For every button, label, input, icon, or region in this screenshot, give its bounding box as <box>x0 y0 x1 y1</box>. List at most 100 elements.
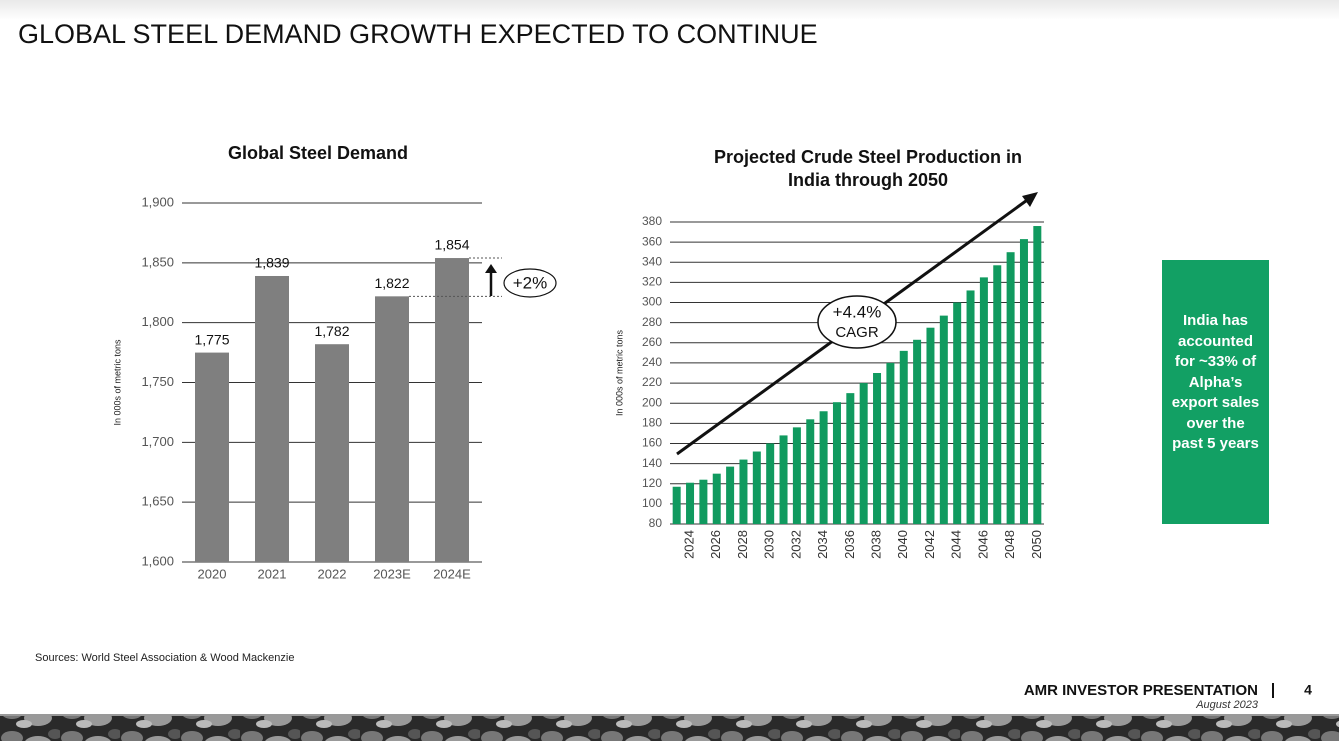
chart-title: Global Steel Demand <box>228 143 408 163</box>
bar <box>979 277 988 524</box>
x-tick-label: 2034 <box>815 530 830 559</box>
growth-arrowhead <box>485 264 497 273</box>
bar <box>832 402 841 524</box>
y-tick-label: 160 <box>642 436 662 450</box>
y-tick-label: 200 <box>642 395 662 409</box>
x-tick-label: 2042 <box>922 530 937 559</box>
bar <box>859 383 868 524</box>
bar <box>886 362 895 524</box>
bar <box>1033 226 1042 524</box>
value-label: 1,822 <box>374 275 409 291</box>
bar <box>766 443 775 524</box>
y-tick-label: 280 <box>642 315 662 329</box>
footer-title: AMR INVESTOR PRESENTATION <box>1024 682 1258 699</box>
y-tick-label: 140 <box>642 456 662 470</box>
bar <box>819 411 828 524</box>
value-label: 1,782 <box>314 323 349 339</box>
sources: Sources: World Steel Association & Wood … <box>35 652 294 664</box>
y-tick-label: 120 <box>642 476 662 490</box>
bar <box>672 486 681 524</box>
y-tick-label: 260 <box>642 335 662 349</box>
y-tick-label: 1,800 <box>141 314 174 329</box>
x-tick-label: 2044 <box>949 530 964 559</box>
annotation-bubble <box>817 295 897 349</box>
x-tick-label: 2030 <box>762 530 777 559</box>
header-band <box>0 0 1339 20</box>
slide-title: GLOBAL STEEL DEMAND GROWTH EXPECTED TO C… <box>18 19 818 49</box>
bar <box>195 352 229 562</box>
bar <box>315 344 349 562</box>
x-tick-label: 2020 <box>198 566 227 581</box>
x-tick-label: 2022 <box>318 566 347 581</box>
bar <box>899 350 908 524</box>
y-tick-label: 360 <box>642 234 662 248</box>
page-number: 4 <box>1304 682 1312 698</box>
x-tick-label: 2046 <box>975 530 990 559</box>
rock-strip <box>0 716 1339 741</box>
footer-date: August 2023 <box>1195 699 1259 711</box>
y-tick-label: 380 <box>642 214 662 228</box>
x-tick-label: 2040 <box>895 530 910 559</box>
x-tick-label: 2024 <box>681 530 696 559</box>
annotation: +4.4% <box>833 302 882 321</box>
y-tick-label: 300 <box>642 295 662 309</box>
annotation-bubble <box>503 268 557 298</box>
bar <box>255 275 289 562</box>
x-tick-label: 2048 <box>1002 530 1017 559</box>
bar <box>712 473 721 524</box>
y-tick-label: 1,600 <box>141 553 174 568</box>
x-tick-label: 2036 <box>842 530 857 559</box>
bar <box>699 479 708 524</box>
bar <box>1019 239 1028 524</box>
bar <box>806 419 815 524</box>
bar <box>846 393 855 524</box>
y-tick-label: 1,850 <box>141 254 174 269</box>
y-tick-label: 220 <box>642 375 662 389</box>
y-tick-label: 1,650 <box>141 494 174 509</box>
bar <box>435 258 469 562</box>
bar <box>686 482 695 524</box>
callout-box: India has accounted for ~33% of Alpha’s … <box>1162 260 1269 524</box>
y-tick-label: 340 <box>642 254 662 268</box>
x-tick-label: 2026 <box>708 530 723 559</box>
value-label: 1,839 <box>254 255 289 271</box>
bar <box>752 451 761 524</box>
trend-arrowhead <box>1022 192 1038 207</box>
y-tick-label: 80 <box>649 516 663 530</box>
value-label: 1,854 <box>434 237 469 253</box>
chart-title: India through 2050 <box>788 170 948 190</box>
bar <box>966 290 975 524</box>
annotation: +2% <box>513 273 548 292</box>
y-tick-label: 100 <box>642 496 662 510</box>
bar <box>913 339 922 524</box>
bar <box>792 427 801 524</box>
x-tick-label: 2024E <box>433 566 471 581</box>
value-label: 1,775 <box>194 331 229 347</box>
bar <box>726 466 735 524</box>
bar <box>993 265 1002 524</box>
x-tick-label: 2038 <box>868 530 883 559</box>
bar <box>953 302 962 524</box>
chart-title: Projected Crude Steel Production in <box>714 147 1022 167</box>
x-tick-label: 2050 <box>1029 530 1044 559</box>
y-tick-label: 320 <box>642 275 662 289</box>
y-tick-label: 180 <box>642 416 662 430</box>
y-tick-label: 1,900 <box>141 194 174 209</box>
y-tick-label: 1,700 <box>141 434 174 449</box>
bar <box>1006 252 1015 524</box>
y-axis-label: In 000s of metric tons <box>614 329 624 416</box>
bar <box>779 435 788 524</box>
y-tick-label: 1,750 <box>141 374 174 389</box>
x-tick-label: 2023E <box>373 566 411 581</box>
bar <box>873 373 882 524</box>
annotation: CAGR <box>835 324 879 341</box>
x-tick-label: 2032 <box>788 530 803 559</box>
x-tick-label: 2021 <box>258 566 287 581</box>
y-tick-label: 240 <box>642 355 662 369</box>
bar <box>739 459 748 524</box>
bar <box>926 327 935 524</box>
y-axis-label: In 000s of metric tons <box>112 339 122 426</box>
x-tick-label: 2028 <box>735 530 750 559</box>
